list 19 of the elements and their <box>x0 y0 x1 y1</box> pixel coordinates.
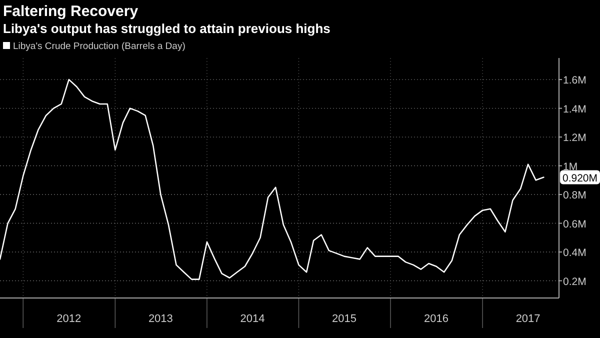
y-tick-label: 1.6M <box>563 74 586 87</box>
line-series <box>0 78 544 280</box>
data-label: 0.920M <box>562 172 598 184</box>
x-tick-label: 2017 <box>516 313 540 325</box>
y-tick-label: 0.8M <box>563 190 586 202</box>
x-tick-label: 2012 <box>56 313 82 325</box>
y-tick-label: 0.4M <box>563 247 586 260</box>
x-tick-label: 2015 <box>332 313 356 325</box>
chart-subtitle: Libya's output has struggled to attain previous highs <box>3 21 330 36</box>
x-tick-label: 2014 <box>240 313 265 325</box>
y-tick-label: 0.2M <box>563 276 586 288</box>
x-tick-label: 2013 <box>148 313 173 325</box>
chart-title: Faltering Recovery <box>3 3 139 20</box>
y-tick-label: 1.2M <box>563 132 586 144</box>
y-tick-label: 1.4M <box>563 103 586 116</box>
y-tick-label: 1M <box>563 160 578 173</box>
legend-label: Libya's Crude Production (Barrels a Day) <box>13 41 186 52</box>
y-tick-label: 0.6M <box>563 218 586 230</box>
x-tick-label: 2016 <box>424 313 449 325</box>
